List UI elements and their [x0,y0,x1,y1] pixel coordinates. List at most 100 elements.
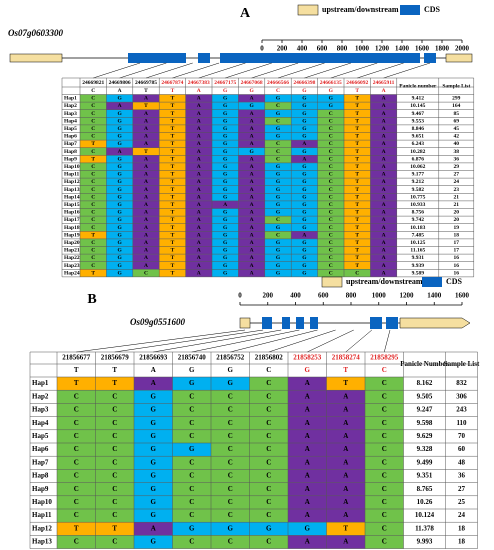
allele-cell [264,178,292,186]
haplotype-name: Hap12 [64,179,80,185]
allele-cell [291,254,318,262]
reference-allele: A [151,366,156,374]
haplotype-name: Hap9 [32,485,49,493]
allele-cell [238,231,265,239]
allele: A [197,111,201,117]
allele: A [144,126,148,132]
allele-cell [370,94,397,103]
allele-cell [212,170,239,179]
snp-connector [114,329,264,353]
allele-cell [172,403,211,417]
sample-count: 45 [454,126,460,132]
allele: A [144,96,148,102]
allele-cell [370,140,397,148]
allele-cell [211,377,250,391]
allele-cell [106,155,133,163]
allele-cell [291,102,318,110]
haplotype-name: Hap11 [32,511,52,519]
allele: T [355,240,359,246]
allele: A [144,187,148,193]
allele-cell [106,170,133,179]
panicle-number: 10.125 [410,240,425,246]
legend-label: CDS [446,277,463,286]
allele: T [355,141,359,147]
allele-cell [95,429,134,443]
snp-connector [357,62,404,79]
allele: C [382,485,387,493]
allele: C [382,511,387,519]
sample-count: 29 [454,164,460,170]
allele: C [228,485,233,493]
allele-cell [344,132,371,141]
allele-cell [159,254,186,262]
allele-cell [134,443,173,457]
allele: G [223,164,228,170]
allele-cell [212,223,239,232]
allele: T [171,179,175,185]
allele-cell [106,238,133,247]
allele-cell [159,193,186,201]
gene-structure-a [9,53,473,63]
allele: C [228,445,233,453]
allele: G [302,126,307,132]
allele-cell [132,94,160,103]
sample-count: 36 [458,472,466,480]
allele: G [276,263,281,269]
reference-allele: G [228,366,234,374]
allele: G [117,164,122,170]
allele: G [117,179,122,185]
allele-cell [238,117,265,125]
allele-cell [326,416,365,430]
allele-cell [249,403,288,417]
allele-cell [95,377,134,391]
allele: A [197,134,201,140]
allele-cell [238,140,265,148]
panicle-number: 9.553 [412,118,425,124]
allele-cell [344,109,371,118]
allele: A [250,118,254,124]
allele: A [343,511,348,519]
allele-cell [238,132,265,141]
allele: C [189,458,194,466]
allele-cell [264,162,292,171]
allele-cell [370,193,397,201]
reference-allele: G [189,366,195,374]
allele: G [117,248,122,254]
allele-cell [288,535,327,549]
haplotype-name: Hap7 [64,141,77,147]
allele-cell [159,102,186,110]
allele: C [382,419,387,427]
allele: C [266,472,271,480]
panicle-number: 9.589 [412,270,425,276]
allele-cell [317,261,344,270]
sample-count: 16 [454,263,460,269]
panicle-number: 8.846 [412,126,425,132]
allele-cell [249,377,288,391]
allele: G [302,164,307,170]
allele-cell [172,469,211,483]
allele-cell [264,102,292,110]
allele: G [117,111,122,117]
allele-cell [106,246,133,255]
allele: C [329,270,333,276]
panicle-number: 10.26 [417,498,433,506]
haplotype-name: Hap22 [64,255,80,261]
allele: C [74,485,79,493]
allele: A [197,225,201,231]
snp-position: 24666135 [320,80,342,86]
allele-cell [365,377,404,391]
allele: T [171,103,175,109]
allele-cell [134,535,173,549]
allele-cell [317,140,344,148]
allele-cell [80,223,107,232]
allele-cell [132,238,160,247]
allele: C [91,255,95,261]
allele-cell [172,495,211,509]
allele-cell [185,216,212,224]
allele: C [329,118,333,124]
allele-cell [185,208,212,217]
allele-cell [291,261,318,270]
reference-allele: C [382,366,387,374]
allele: T [171,118,175,124]
allele-cell [132,132,160,141]
